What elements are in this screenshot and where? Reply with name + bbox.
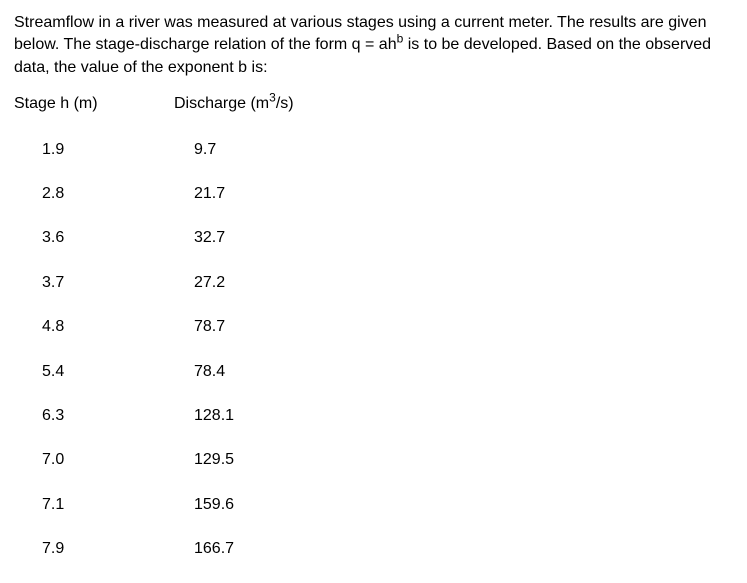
table-row: 2.8 21.7 bbox=[14, 172, 733, 216]
cell-discharge: 159.6 bbox=[174, 494, 234, 516]
table-row: 7.9 166.7 bbox=[14, 527, 733, 571]
cell-stage: 4.8 bbox=[14, 316, 174, 338]
cell-discharge: 9.7 bbox=[174, 139, 216, 161]
header-discharge: Discharge (m3/s) bbox=[174, 93, 294, 115]
cell-discharge: 27.2 bbox=[174, 272, 225, 294]
cell-stage: 7.9 bbox=[14, 538, 174, 560]
table-row: 6.3 128.1 bbox=[14, 394, 733, 438]
question-text: Streamflow in a river was measured at va… bbox=[14, 12, 733, 79]
cell-discharge: 78.7 bbox=[174, 316, 225, 338]
cell-stage: 6.3 bbox=[14, 405, 174, 427]
cell-discharge: 129.5 bbox=[174, 449, 234, 471]
header-discharge-sup: 3 bbox=[269, 91, 276, 105]
cell-discharge: 78.4 bbox=[174, 361, 225, 383]
table-row: 5.4 78.4 bbox=[14, 350, 733, 394]
cell-stage: 7.0 bbox=[14, 449, 174, 471]
table-row: 7.1 159.6 bbox=[14, 483, 733, 527]
cell-stage: 7.1 bbox=[14, 494, 174, 516]
header-discharge-after: /s) bbox=[276, 95, 294, 112]
table-row: 1.9 9.7 bbox=[14, 128, 733, 172]
cell-stage: 2.8 bbox=[14, 183, 174, 205]
cell-discharge: 21.7 bbox=[174, 183, 225, 205]
cell-stage: 3.6 bbox=[14, 227, 174, 249]
cell-discharge: 32.7 bbox=[174, 227, 225, 249]
header-stage: Stage h (m) bbox=[14, 93, 174, 115]
header-discharge-before: Discharge (m bbox=[174, 95, 269, 112]
cell-stage: 3.7 bbox=[14, 272, 174, 294]
cell-stage: 1.9 bbox=[14, 139, 174, 161]
table-row: 7.0 129.5 bbox=[14, 438, 733, 482]
cell-discharge: 166.7 bbox=[174, 538, 234, 560]
table-header-row: Stage h (m) Discharge (m3/s) bbox=[14, 93, 733, 115]
data-table: Stage h (m) Discharge (m3/s) 1.9 9.7 2.8… bbox=[14, 93, 733, 571]
table-row: 3.6 32.7 bbox=[14, 216, 733, 260]
table-row: 3.7 27.2 bbox=[14, 261, 733, 305]
table-row: 4.8 78.7 bbox=[14, 305, 733, 349]
cell-discharge: 128.1 bbox=[174, 405, 234, 427]
cell-stage: 5.4 bbox=[14, 361, 174, 383]
